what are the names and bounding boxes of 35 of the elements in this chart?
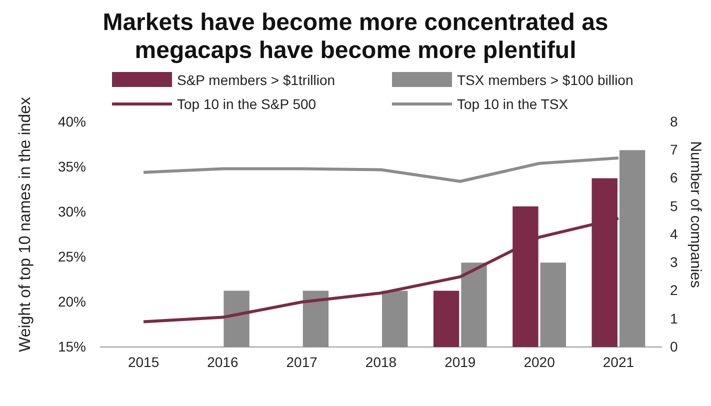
y-tick-label: 20% bbox=[58, 293, 86, 310]
y2-tick-label: 6 bbox=[670, 170, 678, 186]
y-tick-label: 15% bbox=[58, 338, 86, 354]
bar bbox=[461, 262, 487, 347]
y2-tick-label: 4 bbox=[670, 226, 678, 242]
bar bbox=[433, 290, 460, 347]
bar bbox=[540, 262, 566, 347]
y-axis-title: Weight of top 10 names in the index bbox=[17, 97, 34, 352]
legend-label: Top 10 in the S&P 500 bbox=[177, 96, 316, 112]
y2-tick-label: 2 bbox=[670, 282, 678, 298]
y-tick-label: 25% bbox=[58, 248, 86, 264]
y2-tick-label: 0 bbox=[670, 338, 678, 354]
x-tick-label: 2016 bbox=[207, 354, 238, 370]
y2-tick-label: 7 bbox=[670, 142, 678, 158]
x-tick-label: 2017 bbox=[286, 354, 318, 370]
bar bbox=[382, 290, 408, 347]
bar bbox=[302, 290, 329, 347]
bar bbox=[224, 290, 250, 347]
y-tick-label: 40% bbox=[58, 113, 86, 130]
legend-label: TSX members > $100 billion bbox=[457, 72, 634, 88]
chart-title: Markets have become more concentrated as megacaps have become more plentiful bbox=[102, 9, 608, 64]
y2-tick-label: 5 bbox=[670, 198, 678, 214]
y2-axis-title: Number of companies bbox=[687, 141, 704, 288]
x-tick-label: 2015 bbox=[128, 354, 160, 370]
y2-tick-label: 3 bbox=[670, 254, 678, 270]
y2-tick-label: 1 bbox=[670, 310, 678, 326]
y2-tick-label: 8 bbox=[670, 113, 678, 130]
legend-label: Top 10 in the TSX bbox=[457, 96, 569, 112]
x-tick-label: 2018 bbox=[365, 354, 397, 370]
x-tick-label: 2019 bbox=[444, 354, 476, 370]
x-tick-label: 2020 bbox=[524, 354, 556, 370]
y-tick-label: 30% bbox=[58, 203, 86, 220]
y-tick-label: 35% bbox=[58, 158, 86, 174]
x-tick-label: 2021 bbox=[602, 354, 634, 370]
legend-label: S&P members > $1trillion bbox=[177, 72, 336, 88]
